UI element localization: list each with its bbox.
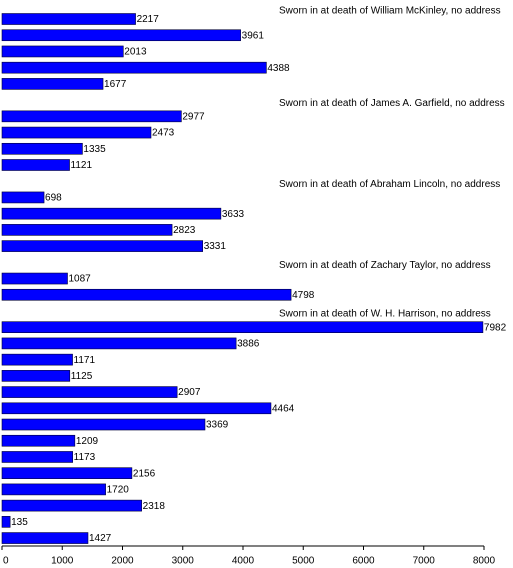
value-label: 1121 — [71, 160, 93, 171]
bar — [1, 240, 203, 252]
bar — [1, 29, 241, 42]
value-label: 1125 — [71, 371, 93, 382]
bar — [1, 353, 73, 366]
value-label: 2907 — [178, 387, 201, 398]
value-label: 698 — [45, 193, 62, 204]
value-label: 1677 — [104, 79, 127, 90]
bar — [1, 516, 11, 528]
value-label: 4464 — [272, 403, 295, 414]
value-label: 2217 — [137, 14, 160, 25]
value-label: 7982 — [484, 322, 507, 333]
bar — [1, 45, 124, 58]
x-tick-label: 0 — [3, 556, 9, 567]
bar — [1, 78, 104, 90]
bar — [1, 224, 173, 236]
value-label: 2013 — [124, 47, 147, 58]
annotation: Sworn in at death of Abraham Lincoln, no… — [279, 179, 500, 190]
bar — [1, 532, 89, 544]
bar — [1, 434, 76, 447]
value-label: 2473 — [152, 128, 175, 139]
bar — [1, 110, 182, 123]
value-label: 2318 — [143, 501, 166, 512]
bar — [1, 207, 222, 220]
x-tick-label: 7000 — [413, 556, 436, 567]
bar — [1, 499, 142, 512]
annotation: Sworn in at death of William McKinley, n… — [279, 6, 501, 17]
x-tick-label: 5000 — [292, 556, 315, 567]
bar — [1, 288, 292, 301]
bar — [1, 337, 237, 350]
value-label: 4388 — [267, 63, 290, 74]
value-label: 3331 — [204, 241, 227, 252]
bar — [1, 61, 267, 74]
value-label: 1171 — [74, 355, 96, 366]
bar — [1, 483, 106, 496]
x-tick-label: 2000 — [111, 556, 134, 567]
bar — [1, 402, 272, 415]
value-label: 3961 — [242, 30, 265, 41]
bar — [1, 272, 68, 285]
value-label: 1087 — [68, 274, 91, 285]
bar — [1, 13, 136, 25]
value-label: 1720 — [107, 485, 130, 496]
value-label: 2823 — [173, 225, 196, 236]
bar — [1, 142, 83, 155]
bar — [1, 370, 71, 382]
bar — [1, 386, 178, 398]
annotation: Sworn in at death of Zachary Taylor, no … — [279, 260, 491, 271]
x-tick-label: 3000 — [172, 556, 195, 567]
bar — [1, 321, 484, 334]
value-label: 4798 — [292, 290, 315, 301]
value-label: 2977 — [182, 111, 205, 122]
value-label: 1209 — [76, 436, 99, 447]
value-label: 3369 — [206, 420, 229, 431]
value-label: 1173 — [74, 452, 96, 463]
bar — [1, 467, 133, 479]
bar — [1, 418, 206, 431]
bar — [1, 191, 45, 204]
bar — [1, 126, 152, 139]
x-tick-label: 6000 — [352, 556, 375, 567]
value-label: 1427 — [89, 533, 112, 544]
annotation: Sworn in at death of W. H. Harrison, no … — [279, 309, 491, 320]
bar — [1, 159, 70, 171]
x-tick-label: 1000 — [51, 556, 74, 567]
annotation: Sworn in at death of James A. Garfield, … — [279, 98, 505, 109]
value-label: 3633 — [222, 209, 245, 220]
bar — [1, 451, 73, 463]
value-label: 3886 — [237, 339, 260, 350]
value-label: 1335 — [83, 144, 106, 155]
x-tick-label: 8000 — [473, 556, 496, 567]
value-label: 2156 — [133, 468, 156, 479]
value-label: 135 — [11, 517, 28, 528]
x-tick-label: 4000 — [232, 556, 255, 567]
